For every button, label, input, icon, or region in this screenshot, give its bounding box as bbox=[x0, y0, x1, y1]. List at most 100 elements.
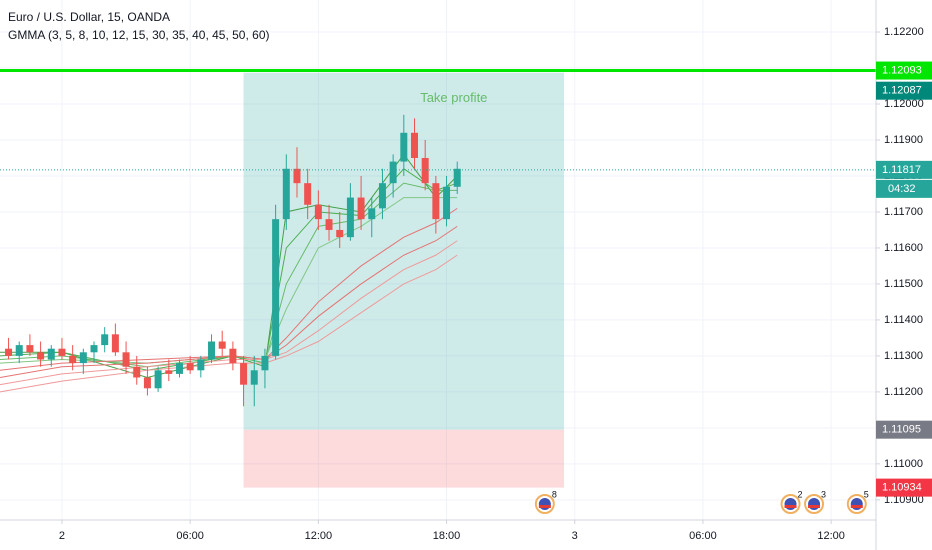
x-tick-label: 12:00 bbox=[305, 530, 333, 542]
candle-body bbox=[282, 168, 290, 220]
y-tick-label: 1.11900 bbox=[884, 134, 923, 146]
axes: 1.109001.110001.111001.112001.113001.114… bbox=[59, 26, 932, 542]
price-tag bbox=[876, 81, 932, 100]
candle-body bbox=[58, 348, 66, 356]
candle-body bbox=[336, 229, 344, 238]
candle-body bbox=[37, 352, 45, 360]
candle-body bbox=[218, 341, 226, 349]
price-tag-label: 1.12093 bbox=[882, 64, 922, 76]
countdown-label: 04:32 bbox=[888, 183, 916, 195]
candle-body bbox=[47, 348, 55, 360]
event-count: 2 bbox=[798, 489, 803, 499]
event-flag bbox=[808, 498, 821, 510]
event-flag bbox=[784, 498, 797, 510]
candle-body bbox=[240, 363, 248, 385]
event-flag-stripes bbox=[850, 505, 863, 508]
y-tick-label: 1.12000 bbox=[884, 98, 924, 110]
candle-body bbox=[293, 168, 301, 184]
candle-body bbox=[368, 208, 376, 220]
candle-body bbox=[111, 334, 119, 353]
candle-body bbox=[143, 377, 151, 389]
candle-body bbox=[133, 366, 141, 378]
x-tick-label: 12:00 bbox=[817, 530, 845, 542]
y-tick-label: 1.10900 bbox=[884, 494, 924, 506]
candle-body bbox=[197, 359, 205, 371]
y-tick-label: 1.11700 bbox=[884, 206, 923, 218]
overlays: 8 2 3 5 bbox=[0, 69, 876, 514]
gmma-line bbox=[0, 207, 458, 371]
y-tick-label: 1.12200 bbox=[884, 26, 924, 38]
candle-body bbox=[90, 345, 98, 353]
event-count: 5 bbox=[864, 489, 869, 499]
y-tick-label: 1.11000 bbox=[884, 458, 923, 470]
candle-body bbox=[346, 197, 354, 238]
candle-body bbox=[272, 219, 280, 356]
price-tag bbox=[876, 478, 932, 497]
price-tag bbox=[876, 420, 932, 439]
gmma-line bbox=[0, 254, 458, 393]
candles bbox=[5, 114, 461, 407]
event-flag bbox=[538, 498, 551, 510]
y-tick-label: 1.11200 bbox=[884, 386, 923, 398]
price-tag bbox=[876, 61, 932, 80]
countdown-tag bbox=[876, 179, 932, 198]
grid bbox=[0, 0, 876, 520]
candle-body bbox=[410, 132, 418, 158]
gmma-line bbox=[0, 225, 458, 378]
candle-body bbox=[400, 132, 408, 162]
chart-title: Euro / U.S. Dollar, 15, OANDA bbox=[8, 10, 170, 24]
price-tag-label: 1.10934 bbox=[882, 482, 922, 494]
event-flag bbox=[850, 498, 863, 510]
candle-body bbox=[26, 345, 34, 353]
x-tick-label: 18:00 bbox=[433, 530, 461, 542]
event-count: 8 bbox=[552, 489, 557, 499]
event-flag-stripes bbox=[808, 505, 821, 508]
candle-body bbox=[421, 157, 429, 184]
candle-body bbox=[69, 355, 77, 364]
loss-zone bbox=[243, 429, 565, 488]
gmma-line bbox=[0, 182, 458, 368]
candle-body bbox=[304, 183, 312, 205]
price-tag bbox=[876, 160, 932, 179]
candle-body bbox=[378, 183, 386, 209]
candle-body bbox=[432, 183, 440, 220]
price-tag-label: 1.12087 bbox=[882, 85, 922, 97]
price-tag-label: 1.11817 bbox=[882, 164, 921, 176]
x-tick-label: 06:00 bbox=[689, 530, 717, 542]
candle-body bbox=[79, 352, 87, 364]
position-label: Take profite bbox=[420, 90, 487, 105]
y-tick-label: 1.11600 bbox=[884, 242, 923, 254]
event-flag-stripes bbox=[538, 505, 551, 508]
gmma-line bbox=[0, 197, 458, 364]
candle-body bbox=[229, 348, 237, 364]
x-tick-label: 3 bbox=[572, 530, 578, 542]
event-count: 3 bbox=[821, 489, 826, 499]
candle-body bbox=[325, 219, 333, 230]
event-flag-stripes bbox=[784, 505, 797, 508]
candle-body bbox=[122, 352, 130, 367]
candle-body bbox=[443, 186, 451, 220]
y-tick-label: 1.11400 bbox=[884, 314, 923, 326]
price-tag-label: 1.11095 bbox=[882, 424, 921, 436]
candle-body bbox=[389, 161, 397, 184]
candle-body bbox=[357, 197, 365, 220]
candle-body bbox=[261, 355, 269, 371]
candle-body bbox=[101, 334, 109, 346]
y-tick-label: 1.11500 bbox=[884, 278, 923, 290]
candle-body bbox=[175, 363, 183, 374]
gmma-line bbox=[0, 240, 458, 386]
candle-body bbox=[154, 370, 162, 389]
indicator-label: GMMA (3, 5, 8, 10, 12, 15, 30, 35, 40, 4… bbox=[8, 28, 270, 42]
candle-body bbox=[15, 345, 23, 356]
x-tick-label: 2 bbox=[59, 530, 65, 542]
x-tick-label: 06:00 bbox=[176, 530, 204, 542]
candle-body bbox=[165, 370, 173, 374]
candle-body bbox=[453, 168, 461, 187]
candle-body bbox=[186, 363, 194, 371]
candle-body bbox=[5, 348, 13, 356]
y-tick-label: 1.11300 bbox=[884, 350, 923, 362]
candle-body bbox=[208, 341, 216, 360]
candle-body bbox=[250, 370, 258, 385]
